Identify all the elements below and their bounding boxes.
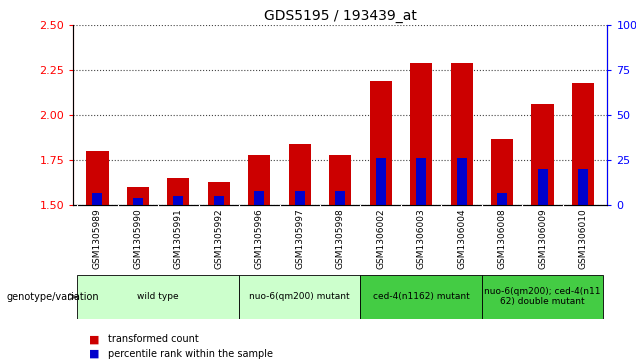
Text: nuo-6(qm200) mutant: nuo-6(qm200) mutant bbox=[249, 292, 350, 301]
Bar bbox=[174, 196, 183, 205]
Bar bbox=[370, 81, 392, 205]
FancyBboxPatch shape bbox=[361, 275, 482, 319]
Text: nuo-6(qm200); ced-4(n11
62) double mutant: nuo-6(qm200); ced-4(n11 62) double mutan… bbox=[485, 287, 601, 306]
Text: GSM1305990: GSM1305990 bbox=[134, 208, 142, 269]
Text: GSM1306002: GSM1306002 bbox=[377, 208, 385, 269]
Bar bbox=[289, 144, 311, 205]
Text: GSM1306003: GSM1306003 bbox=[417, 208, 425, 269]
Bar bbox=[497, 192, 507, 205]
Title: GDS5195 / 193439_at: GDS5195 / 193439_at bbox=[264, 9, 417, 23]
Bar bbox=[450, 63, 473, 205]
Text: GSM1305989: GSM1305989 bbox=[93, 208, 102, 269]
Text: ■: ■ bbox=[89, 349, 100, 359]
Text: transformed count: transformed count bbox=[108, 334, 199, 344]
Text: GSM1306009: GSM1306009 bbox=[538, 208, 547, 269]
Text: GSM1306004: GSM1306004 bbox=[457, 208, 466, 269]
Bar bbox=[335, 191, 345, 205]
Text: GSM1305992: GSM1305992 bbox=[214, 208, 223, 269]
Text: GSM1306008: GSM1306008 bbox=[497, 208, 507, 269]
Bar bbox=[294, 191, 305, 205]
Bar bbox=[127, 187, 149, 205]
Text: wild type: wild type bbox=[137, 292, 179, 301]
Text: GSM1305991: GSM1305991 bbox=[174, 208, 183, 269]
Bar bbox=[248, 155, 270, 205]
Text: GSM1306010: GSM1306010 bbox=[579, 208, 588, 269]
Text: genotype/variation: genotype/variation bbox=[6, 292, 99, 302]
Text: GSM1305997: GSM1305997 bbox=[295, 208, 304, 269]
Bar bbox=[86, 151, 109, 205]
Bar bbox=[167, 178, 190, 205]
Bar bbox=[329, 155, 351, 205]
Bar bbox=[537, 169, 548, 205]
Bar bbox=[457, 158, 467, 205]
Bar bbox=[491, 139, 513, 205]
Text: ced-4(n1162) mutant: ced-4(n1162) mutant bbox=[373, 292, 469, 301]
Bar bbox=[133, 198, 143, 205]
Text: GSM1305998: GSM1305998 bbox=[336, 208, 345, 269]
Bar bbox=[572, 83, 594, 205]
Bar bbox=[532, 105, 554, 205]
Text: GSM1305996: GSM1305996 bbox=[255, 208, 264, 269]
Text: percentile rank within the sample: percentile rank within the sample bbox=[108, 349, 273, 359]
Bar bbox=[416, 158, 426, 205]
FancyBboxPatch shape bbox=[77, 275, 239, 319]
FancyBboxPatch shape bbox=[239, 275, 361, 319]
Bar bbox=[376, 158, 386, 205]
Bar bbox=[254, 191, 265, 205]
Bar bbox=[410, 63, 432, 205]
FancyBboxPatch shape bbox=[482, 275, 604, 319]
Bar bbox=[208, 182, 230, 205]
Bar bbox=[214, 196, 224, 205]
Text: ■: ■ bbox=[89, 334, 100, 344]
Bar bbox=[92, 192, 102, 205]
Bar bbox=[578, 169, 588, 205]
